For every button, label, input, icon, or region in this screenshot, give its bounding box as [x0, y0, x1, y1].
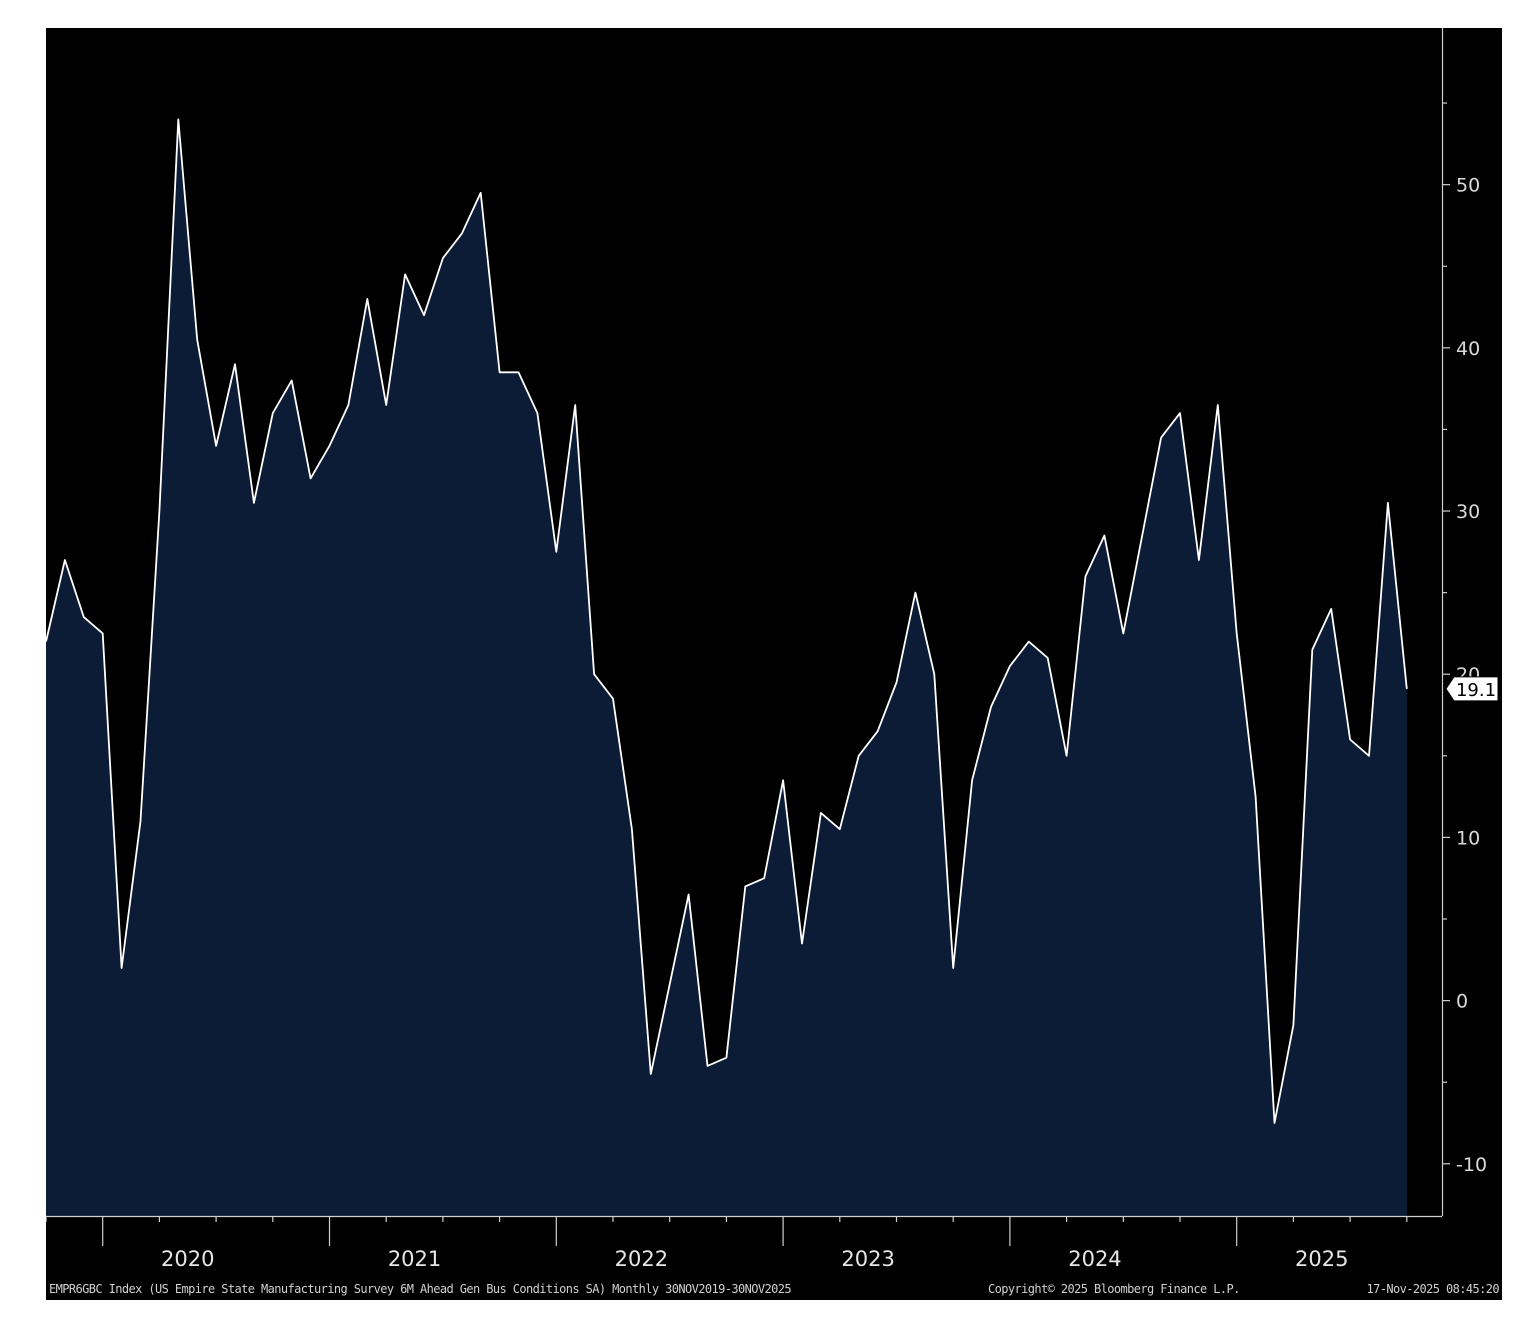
footer-timestamp: 17-Nov-2025 08:45:20 — [1366, 1282, 1500, 1296]
last-value-label: 19.1 — [1456, 680, 1496, 701]
y-tick-label: 10 — [1456, 827, 1480, 849]
x-tick-label: 2022 — [615, 1247, 668, 1271]
x-tick-label: 2021 — [388, 1247, 441, 1271]
series-line — [46, 118, 1408, 1124]
chart-frame: -10 0 10 20 30 40 50 2020 2021 2022 2023 2024 2025 19… — [46, 28, 1502, 1300]
x-tick-label: 2025 — [1295, 1247, 1348, 1271]
footer-copyright: Copyright© 2025 Bloomberg Finance L.P. — [988, 1282, 1240, 1296]
area-fill — [46, 119, 1407, 1216]
x-tick-label: 2020 — [161, 1247, 214, 1271]
x-tick-label: 2023 — [841, 1247, 894, 1271]
footer-description: EMPR6GBC Index (US Empire State Manufact… — [49, 1282, 792, 1296]
last-value-tag — [1445, 676, 1499, 702]
x-tick-label: 2024 — [1068, 1247, 1121, 1271]
y-tick-label: -10 — [1456, 1154, 1487, 1176]
y-tick-label: 40 — [1456, 338, 1480, 360]
y-tick-label: 0 — [1456, 991, 1468, 1013]
y-tick-label: 30 — [1456, 501, 1480, 523]
y-tick-label: 50 — [1456, 175, 1480, 197]
